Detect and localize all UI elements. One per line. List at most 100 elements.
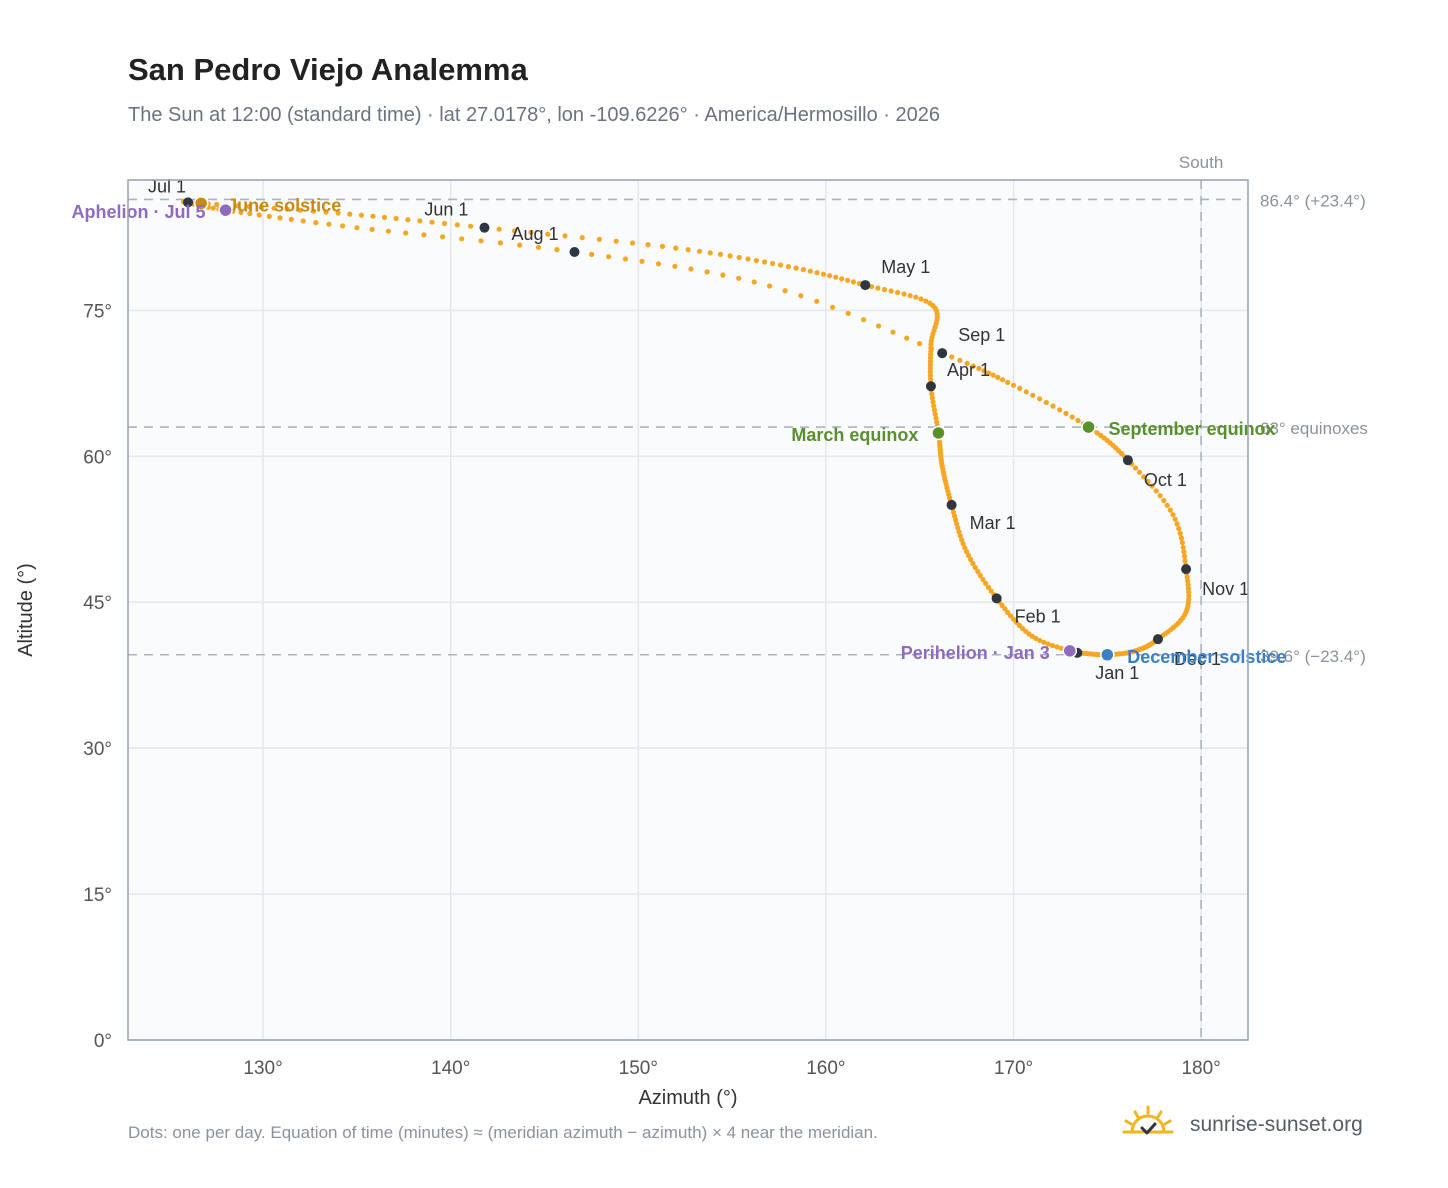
- daily-sun-dot: [830, 304, 836, 310]
- daily-sun-dot: [685, 247, 691, 253]
- daily-sun-dot: [554, 247, 560, 253]
- daily-sun-dot: [1054, 644, 1060, 650]
- daily-sun-dot: [1094, 430, 1100, 436]
- event-marker-dot: [1081, 419, 1096, 435]
- daily-sun-dot: [995, 374, 1001, 380]
- daily-sun-dot: [983, 580, 989, 587]
- event-marker-dot: [1062, 643, 1078, 659]
- footnote: Dots: one per day. Equation of time (min…: [128, 1123, 878, 1142]
- daily-sun-dot: [930, 399, 936, 405]
- daily-sun-dot: [1008, 613, 1014, 619]
- daily-sun-dot: [907, 293, 913, 299]
- daily-sun-dot: [606, 254, 612, 260]
- event-marker-label: September equinox: [1109, 419, 1276, 439]
- brand[interactable]: sunrise-sunset.org: [1120, 1104, 1420, 1148]
- x-tick-label: 160°: [806, 1058, 845, 1079]
- daily-sun-dot: [313, 220, 319, 226]
- daily-sun-dot: [707, 250, 713, 256]
- month-marker-dot: [1181, 564, 1192, 575]
- daily-sun-dot: [929, 391, 935, 397]
- y-tick-label: 60°: [83, 447, 112, 468]
- daily-sun-dot: [845, 310, 851, 316]
- daily-sun-dot: [934, 419, 940, 425]
- daily-sun-dot: [300, 218, 306, 224]
- daily-sun-dot: [927, 300, 933, 306]
- daily-sun-dot: [271, 205, 277, 211]
- daily-sun-dot: [960, 541, 966, 547]
- daily-sun-dot: [839, 276, 845, 282]
- daily-sun-dot: [288, 216, 294, 222]
- daily-sun-dot: [1058, 645, 1064, 651]
- daily-sun-dot: [496, 226, 502, 232]
- month-marker-dot: [925, 381, 936, 392]
- event-marker-dot: [1100, 647, 1115, 663]
- daily-sun-dot: [793, 265, 799, 271]
- chart-subtitle: The Sun at 12:00 (standard time) · lat 2…: [128, 104, 940, 126]
- daily-sun-dot: [370, 213, 376, 219]
- daily-sun-dot: [238, 209, 244, 215]
- y-tick-label: 15°: [83, 885, 112, 906]
- daily-sun-dot: [1170, 512, 1176, 518]
- daily-sun-dot: [890, 329, 896, 335]
- daily-sun-dot: [596, 236, 603, 242]
- month-marker-label: Nov 1: [1202, 579, 1249, 599]
- daily-sun-dot: [970, 363, 976, 369]
- brand-name[interactable]: sunrise-sunset.org: [1190, 1113, 1363, 1136]
- daily-sun-dot: [968, 556, 974, 563]
- month-marker-label: Apr 1: [947, 360, 990, 380]
- sun-horizon-check-icon: [1122, 1105, 1174, 1135]
- daily-sun-dot: [393, 215, 399, 222]
- daily-sun-dot: [258, 204, 264, 210]
- daily-sun-dot: [381, 214, 388, 220]
- daily-sun-dot: [247, 211, 253, 217]
- daily-sun-dot: [1063, 410, 1069, 416]
- daily-sun-dot: [277, 215, 283, 221]
- daily-sun-dot: [1176, 526, 1182, 532]
- daily-sun-dot: [440, 234, 446, 240]
- daily-sun-dot: [966, 552, 972, 559]
- daily-sun-dot: [1005, 609, 1011, 616]
- daily-sun-dot: [850, 279, 857, 285]
- daily-sun-dot: [959, 537, 965, 543]
- month-marker-dot: [569, 246, 580, 257]
- daily-sun-dot: [957, 533, 963, 539]
- daily-sun-dot: [1043, 399, 1049, 406]
- event-marker-label: Aphelion · Jul 5: [72, 202, 206, 222]
- daily-sun-dot: [672, 263, 678, 269]
- x-tick-label: 130°: [243, 1058, 282, 1079]
- daily-sun-dot: [639, 258, 645, 264]
- daily-sun-dot: [720, 272, 726, 278]
- daily-sun-dot: [429, 219, 435, 225]
- daily-sun-dot: [767, 283, 773, 289]
- daily-sun-dot: [645, 242, 651, 248]
- plot-frame: [127, 179, 1249, 1041]
- daily-sun-dot: [972, 564, 978, 571]
- x-tick-label: 140°: [431, 1058, 470, 1079]
- month-marker-label: Sep 1: [958, 325, 1005, 345]
- daily-sun-dot: [354, 225, 360, 231]
- daily-sun-dot: [688, 266, 694, 272]
- daily-sun-dot: [1157, 493, 1163, 499]
- daily-sun-dot: [1181, 549, 1187, 555]
- daily-sun-dot: [335, 210, 341, 216]
- daily-sun-dot: [904, 335, 910, 341]
- month-marker-label: Jul 1: [148, 176, 186, 196]
- daily-sun-dot: [1057, 407, 1063, 413]
- month-marker-dot: [946, 499, 957, 510]
- daily-sun-dot: [745, 256, 751, 262]
- daily-sun-dot: [441, 220, 448, 227]
- daily-sun-dot: [562, 233, 568, 239]
- daily-sun-dot: [1041, 639, 1047, 645]
- x-tick-label: 180°: [1181, 1058, 1220, 1079]
- daily-sun-dot: [659, 243, 666, 249]
- event-marker-label: June solstice: [227, 195, 341, 215]
- daily-sun-dot: [798, 293, 804, 299]
- daily-sun-dot: [1177, 530, 1183, 536]
- daily-sun-dot: [535, 244, 542, 250]
- daily-sun-dot: [579, 235, 585, 241]
- y-tick-label: 30°: [83, 739, 112, 760]
- daily-sun-dot: [326, 221, 332, 227]
- daily-sun-dot: [1002, 606, 1008, 612]
- daily-sun-dot: [785, 264, 792, 270]
- event-marker-label: December solstice: [1127, 647, 1286, 667]
